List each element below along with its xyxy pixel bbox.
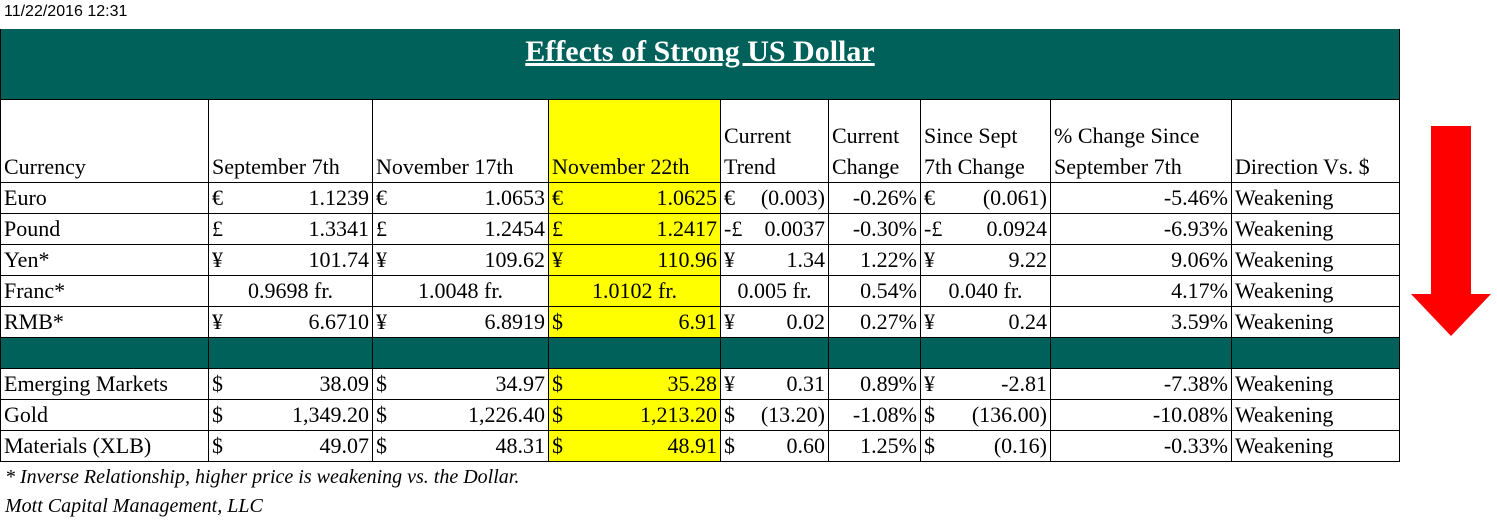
cell-sep7: $49.07	[208, 430, 373, 462]
cell-sep7: 0.9698 fr.	[208, 275, 373, 307]
title-banner: Effects of Strong US Dollar	[0, 29, 1400, 99]
table-row: Emerging Markets $38.09 $34.97 $35.28 ¥0.31 0…	[0, 368, 1400, 400]
header-currency: Currency	[0, 99, 209, 183]
cell-trend: 0.005 fr.	[720, 275, 829, 307]
cell-nov22: $35.28	[548, 368, 721, 400]
cell-direction: Weakening	[1231, 368, 1400, 400]
cell-direction: Weakening	[1231, 275, 1400, 307]
cell-since: $ (136.00)	[920, 399, 1051, 431]
cell-change: 1.25%	[828, 430, 921, 462]
currency-table: Currency September 7th November 17th Nov…	[0, 99, 1400, 462]
table-row: RMB* ¥6.6710 ¥6.8919 $6.91 ¥0.02 0.27% ¥0.24 3.…	[0, 306, 1400, 338]
page-title: Effects of Strong US Dollar	[525, 35, 875, 68]
cell-nov17: $48.31	[372, 430, 549, 462]
timestamp: 11/22/2016 12:31	[4, 3, 128, 20]
cell-nov22: €1.0625	[548, 182, 721, 214]
cell-sep7: €1.1239	[208, 182, 373, 214]
cell-change: -0.30%	[828, 213, 921, 245]
table-row: Pound £1.3341 £1.2454 £1.2417 -£ 0.0037 -0.30%…	[0, 213, 1400, 245]
cell-change: 0.54%	[828, 275, 921, 307]
header-sep7: September 7th	[208, 99, 373, 183]
cell-trend: $ (13.20)	[720, 399, 829, 431]
cell-pct: 4.17%	[1050, 275, 1232, 307]
cell-nov17: €1.0653	[372, 182, 549, 214]
cell-since: ¥0.24	[920, 306, 1051, 338]
cell-nov22: $6.91	[548, 306, 721, 338]
cell-since: -£ 0.0924	[920, 213, 1051, 245]
header-change: Current Change	[828, 99, 921, 183]
cell-direction: Weakening	[1231, 306, 1400, 338]
attribution: Mott Capital Management, LLC	[5, 495, 263, 517]
header-nov22: November 22th	[548, 99, 721, 183]
cell-pct: 3.59%	[1050, 306, 1232, 338]
cell-nov22: £1.2417	[548, 213, 721, 245]
cell-pct: -6.93%	[1050, 213, 1232, 245]
cell-pct: -10.08%	[1050, 399, 1232, 431]
table-row: Franc* 0.9698 fr. 1.0048 fr. 1.0102 fr. 0.00…	[0, 275, 1400, 307]
header-pct: % Change Since September 7th	[1050, 99, 1232, 183]
table-row: Gold $1,349.20 $1,226.40 $1,213.20 $ (13.20) -…	[0, 399, 1400, 431]
row-name: RMB*	[0, 306, 209, 338]
cell-direction: Weakening	[1231, 399, 1400, 431]
cell-since: ¥ -2.81	[920, 368, 1051, 400]
cell-nov22: $48.91	[548, 430, 721, 462]
cell-direction: Weakening	[1231, 244, 1400, 276]
cell-sep7: £1.3341	[208, 213, 373, 245]
cell-since: ¥9.22	[920, 244, 1051, 276]
cell-direction: Weakening	[1231, 213, 1400, 245]
down-arrow-icon	[1411, 126, 1491, 336]
cell-sep7: ¥101.74	[208, 244, 373, 276]
cell-trend: ¥0.31	[720, 368, 829, 400]
cell-trend: ¥0.02	[720, 306, 829, 338]
cell-nov22: ¥110.96	[548, 244, 721, 276]
footnote: * Inverse Relationship, higher price is …	[5, 466, 520, 488]
table-row: Euro €1.1239 €1.0653 €1.0625 € (0.003) -0.26% €…	[0, 182, 1400, 214]
row-name: Yen*	[0, 244, 209, 276]
cell-nov17: $1,226.40	[372, 399, 549, 431]
cell-change: 0.89%	[828, 368, 921, 400]
cell-sep7: $38.09	[208, 368, 373, 400]
cell-pct: -5.46%	[1050, 182, 1232, 214]
row-name: Emerging Markets	[0, 368, 209, 400]
cell-since: 0.040 fr.	[920, 275, 1051, 307]
cell-nov17: ¥6.8919	[372, 306, 549, 338]
separator-row	[0, 337, 1400, 369]
cell-sep7: ¥6.6710	[208, 306, 373, 338]
cell-direction: Weakening	[1231, 182, 1400, 214]
table-row: Yen* ¥101.74 ¥109.62 ¥110.96 ¥1.34 1.22% ¥9.22…	[0, 244, 1400, 276]
header-trend: Current Trend	[720, 99, 829, 183]
cell-direction: Weakening	[1231, 430, 1400, 462]
table-row: Materials (XLB) $49.07 $48.31 $48.91 $0.60 1.…	[0, 430, 1400, 462]
cell-since: $ (0.16)	[920, 430, 1051, 462]
cell-change: -0.26%	[828, 182, 921, 214]
header-direction: Direction Vs. $	[1231, 99, 1400, 183]
row-name: Gold	[0, 399, 209, 431]
row-name: Materials (XLB)	[0, 430, 209, 462]
row-name: Franc*	[0, 275, 209, 307]
cell-change: 1.22%	[828, 244, 921, 276]
cell-pct: -0.33%	[1050, 430, 1232, 462]
cell-change: -1.08%	[828, 399, 921, 431]
cell-nov22: 1.0102 fr.	[548, 275, 721, 307]
cell-nov17: £1.2454	[372, 213, 549, 245]
cell-nov22: $1,213.20	[548, 399, 721, 431]
header-since: Since Sept 7th Change	[920, 99, 1051, 183]
header-nov17: November 17th	[372, 99, 549, 183]
cell-since: € (0.061)	[920, 182, 1051, 214]
cell-trend: -£ 0.0037	[720, 213, 829, 245]
cell-nov17: ¥109.62	[372, 244, 549, 276]
cell-nov17: $34.97	[372, 368, 549, 400]
cell-pct: -7.38%	[1050, 368, 1232, 400]
cell-pct: 9.06%	[1050, 244, 1232, 276]
cell-trend: € (0.003)	[720, 182, 829, 214]
cell-nov17: 1.0048 fr.	[372, 275, 549, 307]
cell-change: 0.27%	[828, 306, 921, 338]
cell-trend: $0.60	[720, 430, 829, 462]
row-name: Pound	[0, 213, 209, 245]
header-row: Currency September 7th November 17th Nov…	[0, 99, 1400, 183]
cell-sep7: $1,349.20	[208, 399, 373, 431]
cell-trend: ¥1.34	[720, 244, 829, 276]
row-name: Euro	[0, 182, 209, 214]
